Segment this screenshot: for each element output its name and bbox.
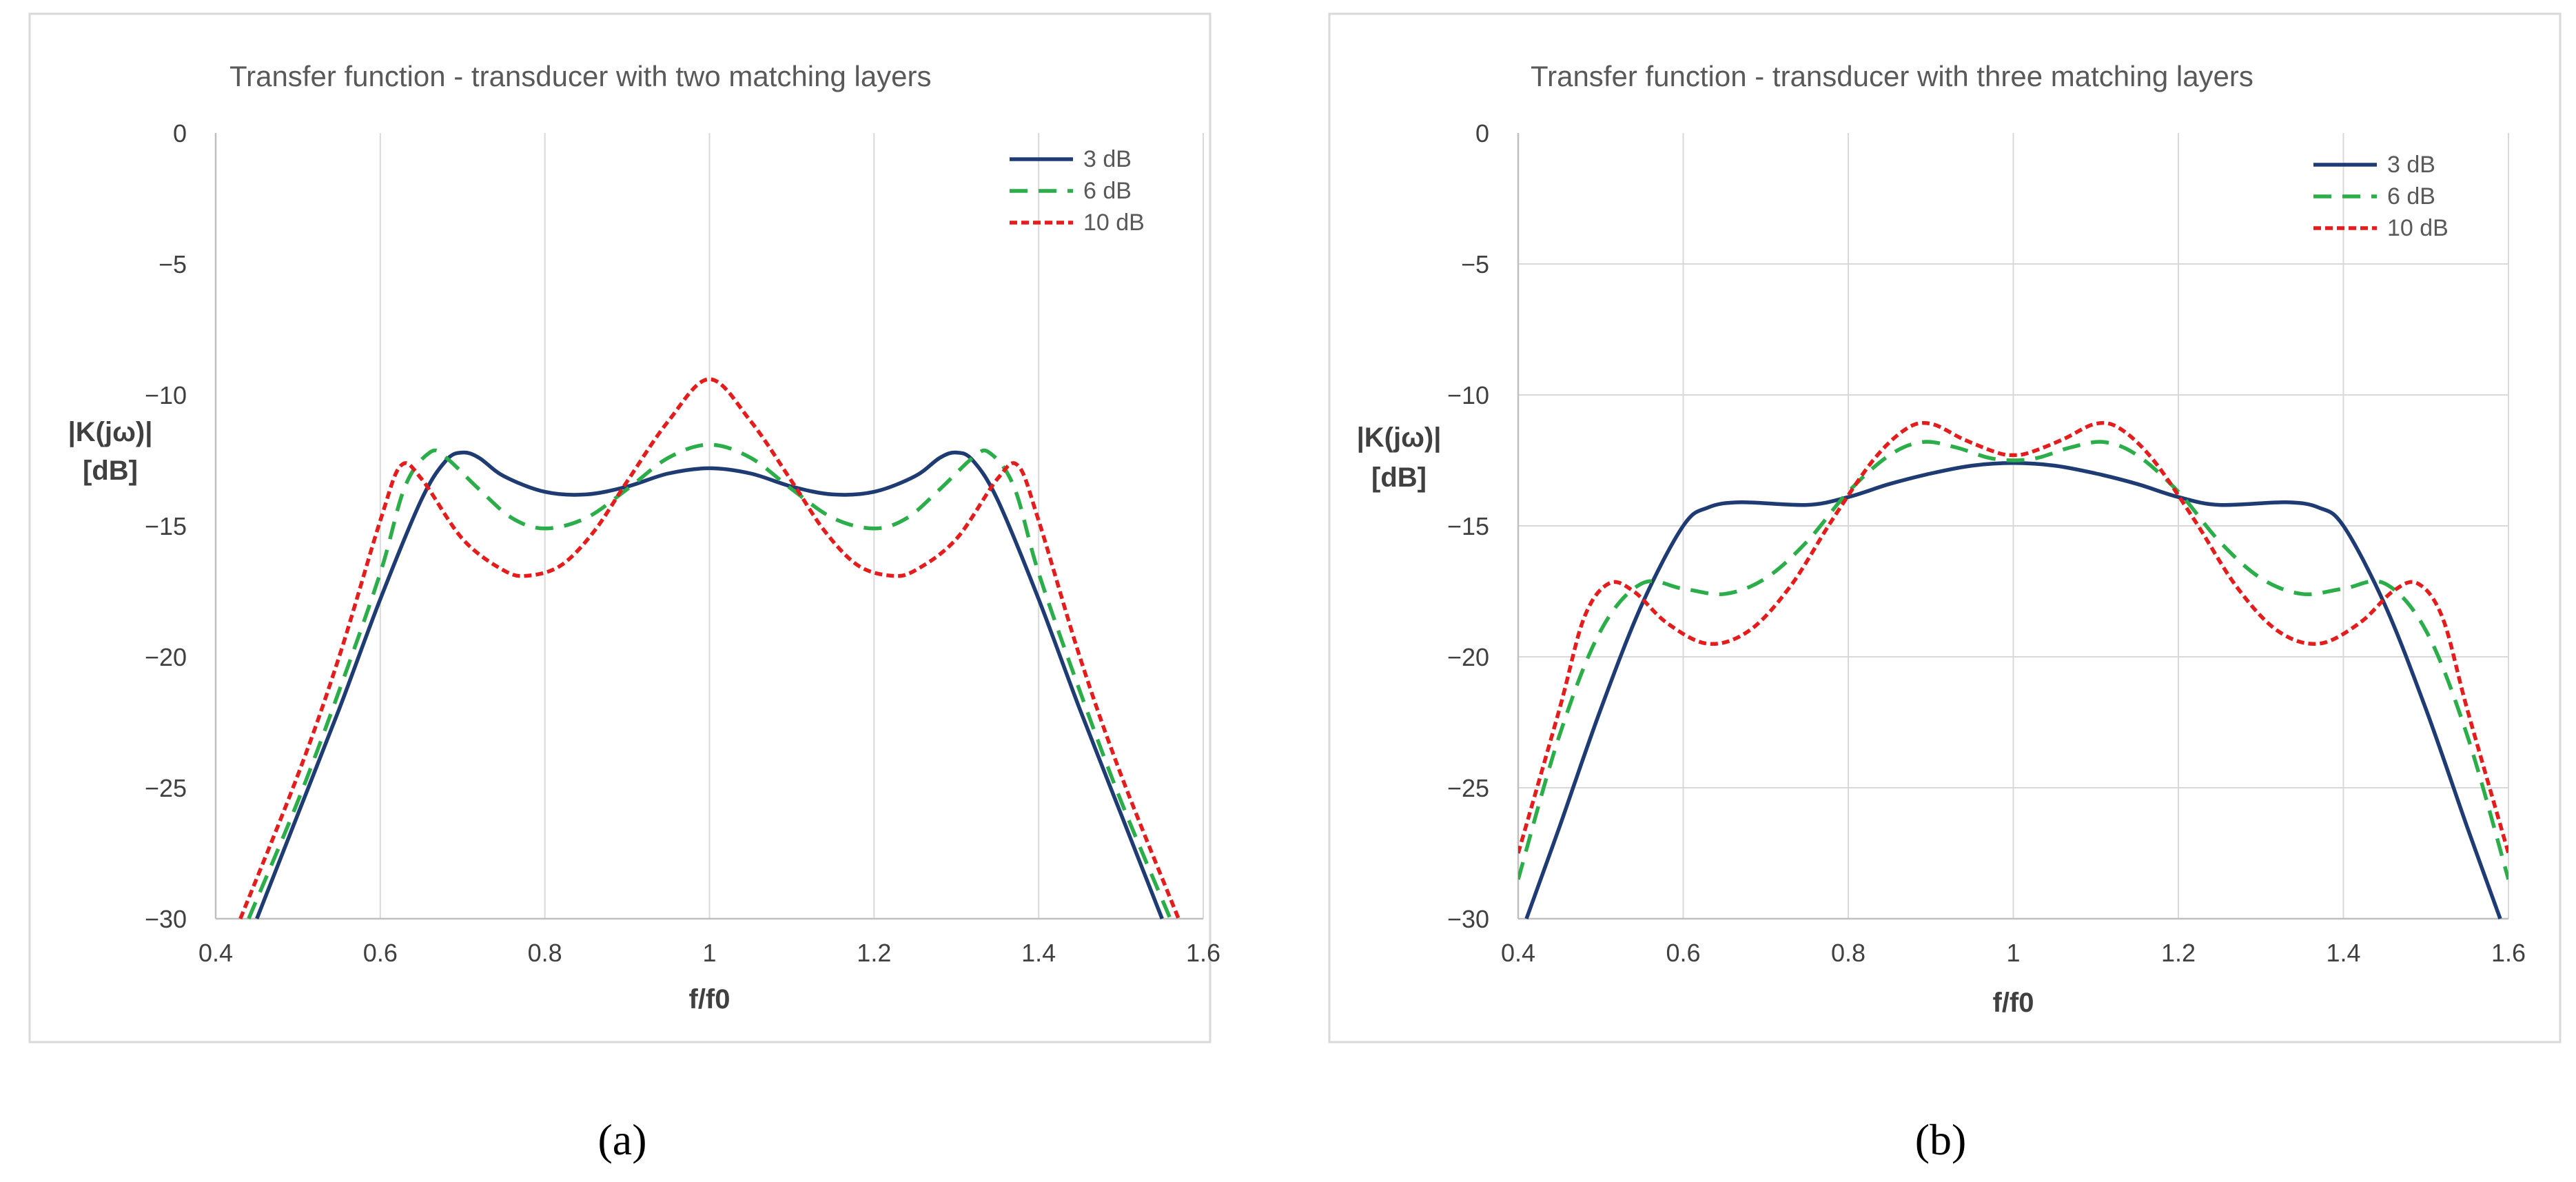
x-axis-label: f/f0 bbox=[689, 984, 730, 1015]
chart-title: Transfer function - transducer with two … bbox=[229, 60, 932, 92]
series-group bbox=[238, 377, 1180, 920]
x-tick-label: 1.6 bbox=[2491, 939, 2526, 967]
x-tick-label: 1.4 bbox=[2326, 939, 2360, 967]
series-line-10-db bbox=[1518, 420, 2508, 854]
y-tick-label: −15 bbox=[1447, 512, 1489, 540]
x-tick-label: 0.4 bbox=[198, 939, 233, 967]
x-tick-label: 0.8 bbox=[1831, 939, 1865, 967]
x-tick-label: 0.4 bbox=[1501, 939, 1535, 967]
series-line-3-db bbox=[1524, 461, 2502, 919]
legend-label: 6 dB bbox=[1083, 178, 1132, 204]
legend: 3 dB 6 dB 10 dB bbox=[1010, 146, 1145, 236]
legend: 3 dB 6 dB 10 dB bbox=[2313, 152, 2449, 241]
y-tick-label: −5 bbox=[1461, 250, 1489, 278]
x-tick-label: 1.4 bbox=[1021, 939, 1056, 967]
y-tick-label: 0 bbox=[173, 119, 187, 147]
chart-panel-b: Transfer function - transducer with thre… bbox=[1328, 12, 2562, 1164]
y-tick-label: −5 bbox=[159, 250, 187, 278]
y-axis-unit-label: [dB] bbox=[1371, 462, 1427, 493]
y-axis-label: |K(jω)| bbox=[68, 417, 153, 447]
y-tick-label: −30 bbox=[1447, 905, 1489, 933]
y-tick-label: −30 bbox=[145, 905, 187, 933]
x-tick-label: 1.2 bbox=[857, 939, 891, 967]
chart-title: Transfer function - transducer with thre… bbox=[1531, 60, 2253, 92]
panel-label: (b) bbox=[1915, 1115, 1967, 1164]
x-tick-label: 1.2 bbox=[2161, 939, 2196, 967]
x-tick-label: 0.6 bbox=[363, 939, 398, 967]
y-tick-label: −15 bbox=[145, 512, 187, 540]
y-tick-label: −10 bbox=[145, 381, 187, 409]
x-tick-label: 0.6 bbox=[1666, 939, 1700, 967]
series-line-10-db bbox=[238, 377, 1180, 920]
x-tick-label: 1 bbox=[2006, 939, 2020, 967]
series-line-6-db bbox=[1518, 440, 2508, 880]
y-tick-label: −25 bbox=[145, 774, 187, 802]
y-tick-label: −20 bbox=[1447, 643, 1489, 671]
chart-area bbox=[1328, 12, 2562, 1043]
x-tick-label: 1 bbox=[702, 939, 716, 967]
y-tick-label: −20 bbox=[145, 643, 187, 671]
legend-label: 3 dB bbox=[1083, 146, 1132, 172]
y-axis-unit-label: [dB] bbox=[83, 456, 138, 486]
legend-label: 10 dB bbox=[2387, 215, 2449, 241]
legend-label: 6 dB bbox=[2387, 183, 2435, 210]
x-tick-label: 0.8 bbox=[528, 939, 562, 967]
legend-label: 10 dB bbox=[1083, 210, 1145, 236]
series-line-3-db bbox=[255, 450, 1164, 920]
x-tick-label: 1.6 bbox=[1186, 939, 1220, 967]
x-axis-label: f/f0 bbox=[1993, 988, 2034, 1018]
legend-label: 3 dB bbox=[2387, 152, 2435, 178]
y-tick-label: 0 bbox=[1475, 119, 1489, 147]
y-axis-label: |K(jω)| bbox=[1357, 422, 1442, 453]
chart-panel-a: Transfer function - transducer with two … bbox=[28, 12, 1220, 1164]
panel-label: (a) bbox=[597, 1115, 646, 1164]
chart-area bbox=[28, 12, 1212, 1043]
y-tick-label: −10 bbox=[1447, 381, 1489, 409]
series-group bbox=[1518, 420, 2508, 919]
y-tick-label: −25 bbox=[1447, 774, 1489, 802]
